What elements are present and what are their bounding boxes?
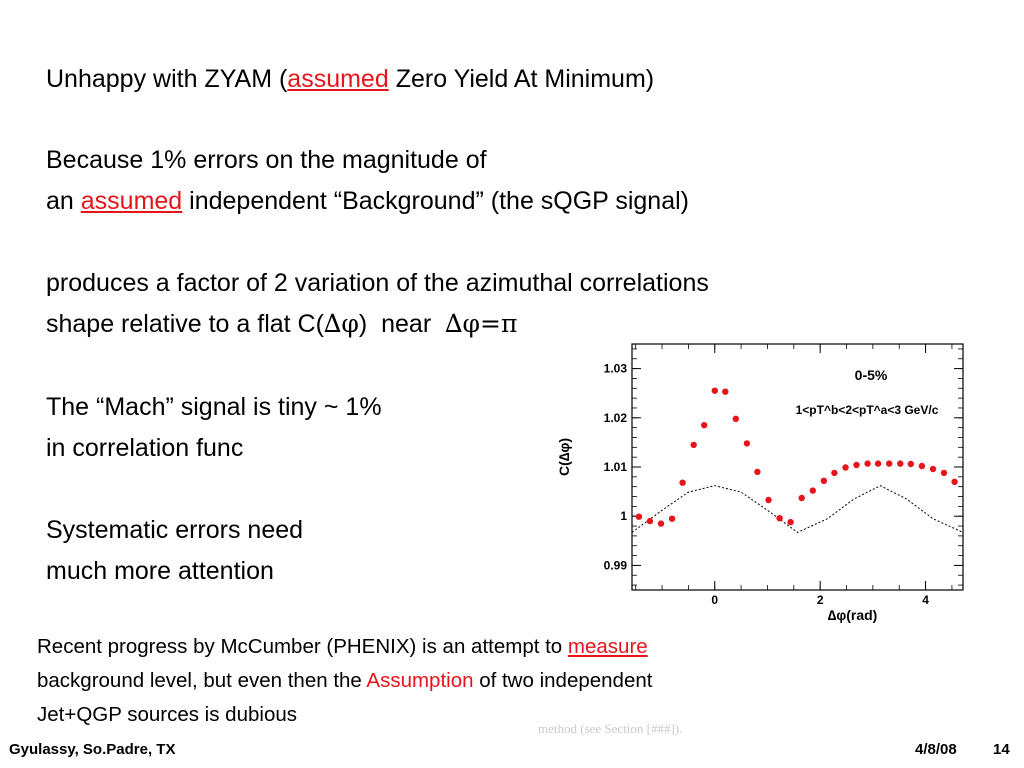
highlight-assumed: assumed xyxy=(80,187,183,215)
data-point xyxy=(940,469,948,477)
data-point xyxy=(722,388,729,395)
x-tick-label: 4 xyxy=(922,593,929,607)
y-axis-label: C(∆φ) xyxy=(556,438,572,476)
correlation-plot: 0.99 1 1.01 1.02 1.03 0 2 4 ∆φ(rad) C(∆φ) 0-5% 1<pT… xyxy=(556,343,964,623)
data-point xyxy=(951,478,958,485)
data-point xyxy=(809,487,816,494)
highlight-measure: measure xyxy=(567,635,648,658)
y-tick-label: 1.01 xyxy=(604,460,628,474)
note-line-3: Jet+QGP sources is dubious xyxy=(37,703,297,726)
text-segment: independent “Background” (the sQGP signa… xyxy=(182,187,689,215)
data-point xyxy=(646,517,654,525)
text-segment: an xyxy=(46,187,81,215)
note-line-2: background level, but even then the Assu… xyxy=(37,668,652,694)
data-point xyxy=(743,440,751,447)
text-line-shape: shape relative to a flat C(∆φ) near ∆φ=π xyxy=(46,309,517,339)
data-point xyxy=(690,441,697,449)
highlight-assumption: Assumption xyxy=(366,669,474,692)
data-point xyxy=(711,387,718,394)
pt-cuts-annotation: 1<pT^b<2<pT^a<3 GeV/c xyxy=(796,403,939,417)
text-segment: Unhappy with ZYAM ( xyxy=(46,65,288,93)
data-point xyxy=(897,460,904,467)
data-point xyxy=(886,460,893,467)
faded-background-text: method (see Section [###]). xyxy=(538,721,683,736)
x-tick-label: 2 xyxy=(817,593,824,607)
text-line-errors: Because 1% errors on the magnitude of xyxy=(46,146,487,174)
y-tick-label: 1 xyxy=(620,509,627,523)
text-line-background: an assumed independent “Background” (the… xyxy=(46,186,689,216)
data-point xyxy=(918,462,926,470)
text-line-variation: produces a factor of 2 variation of the … xyxy=(46,269,709,297)
y-tick-label: 1.03 xyxy=(604,362,628,376)
data-point xyxy=(929,465,937,473)
text-line-corr-func: in correlation func xyxy=(46,434,244,462)
text-segment: shape relative to a flat C( xyxy=(46,310,324,338)
text-segment: Recent progress by McCumber (PHENIX) is … xyxy=(37,635,568,658)
data-point xyxy=(798,494,805,502)
data-point xyxy=(776,515,783,522)
data-point xyxy=(853,461,860,469)
data-point xyxy=(864,460,871,467)
footer-date: 4/8/08 xyxy=(915,741,957,758)
data-point xyxy=(754,468,761,476)
plot-frame xyxy=(631,343,964,591)
text-segment: of two independent xyxy=(473,669,653,692)
data-point xyxy=(732,415,739,422)
centrality-annotation: 0-5% xyxy=(855,367,888,383)
data-point xyxy=(668,515,676,522)
text-line-attention: much more attention xyxy=(46,557,274,585)
x-tick-label: 0 xyxy=(711,593,718,607)
data-point xyxy=(831,469,838,477)
text-line-systematic: Systematic errors need xyxy=(46,516,304,544)
text-line-mach: The “Mach” signal is tiny ~ 1% xyxy=(46,393,382,421)
symbol-delta-phi-equals-pi: ∆φ=π xyxy=(445,309,518,338)
text-line-zyam: Unhappy with ZYAM (assumed Zero Yield At… xyxy=(46,64,654,94)
y-tick-label: 1.02 xyxy=(604,411,628,425)
data-point xyxy=(874,460,882,467)
data-point xyxy=(787,518,794,526)
text-segment: background level, but even then the xyxy=(37,669,367,692)
x-axis-label: ∆φ(rad) xyxy=(828,607,878,623)
text-segment: Zero Yield At Minimum) xyxy=(388,65,655,93)
data-point xyxy=(820,477,828,484)
highlight-assumed: assumed xyxy=(287,65,389,93)
data-point xyxy=(907,460,914,468)
symbol-delta-phi: ∆φ xyxy=(323,309,359,338)
data-point xyxy=(657,520,665,527)
data-point xyxy=(635,513,643,520)
note-line-1: Recent progress by McCumber (PHENIX) is … xyxy=(37,634,648,660)
text-segment: ) near xyxy=(358,310,446,338)
data-point xyxy=(701,422,708,429)
data-point xyxy=(679,479,686,486)
y-tick-label: 0.99 xyxy=(604,558,628,572)
footer-author: Gyulassy, So.Padre, TX xyxy=(9,741,176,758)
data-point xyxy=(765,496,772,504)
dashed-curve xyxy=(631,485,964,533)
data-point xyxy=(842,464,849,471)
footer-page-number: 14 xyxy=(993,741,1010,758)
